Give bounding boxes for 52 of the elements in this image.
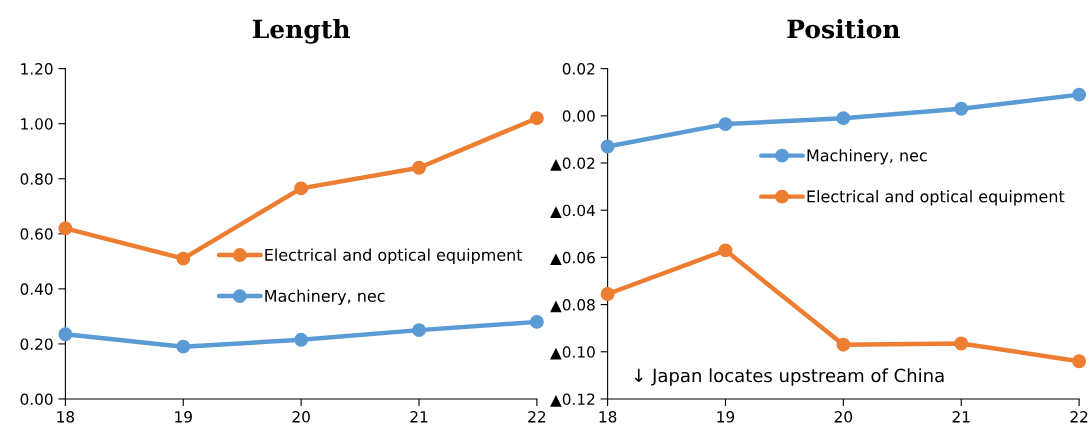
y-tick-label: 0.40 xyxy=(20,283,53,295)
x-tick-label: 21 xyxy=(410,411,428,423)
point xyxy=(294,332,309,347)
x-tick-label: 19 xyxy=(717,411,735,423)
point xyxy=(954,101,969,116)
y-tick-label: 1.20 xyxy=(21,63,53,75)
x-tick-label: 19 xyxy=(175,411,192,423)
legend-label: Electrical and optical equipment xyxy=(807,190,1065,206)
x-tick-label: 22 xyxy=(1070,411,1088,423)
x-tick-label: 22 xyxy=(528,411,546,423)
y-tick-label: 0.00 xyxy=(562,110,595,122)
legend-label: Machinery, nec xyxy=(807,149,927,165)
point xyxy=(718,243,733,258)
y-tick-label: 0.80 xyxy=(20,173,53,185)
point xyxy=(954,336,969,351)
point xyxy=(58,221,73,236)
point xyxy=(529,111,544,126)
legend-label: Electrical and optical equipment xyxy=(265,248,523,264)
point xyxy=(836,337,851,352)
y-tick-label: ▲0.04 xyxy=(550,204,595,218)
x-tick-label: 18 xyxy=(57,411,75,423)
y-tick-label: ▲0.08 xyxy=(550,299,595,313)
chart-title: Position xyxy=(787,19,900,39)
y-tick-label: ▲0.06 xyxy=(550,251,595,266)
legend-label: Machinery, nec xyxy=(265,289,385,305)
point xyxy=(836,111,851,126)
y-tick-label: 1.00 xyxy=(21,118,53,130)
x-tick-label: 20 xyxy=(292,411,310,423)
point xyxy=(600,287,615,301)
point xyxy=(1072,354,1087,369)
y-tick-label: 0.00 xyxy=(20,393,53,405)
y-tick-label: ▲0.10 xyxy=(550,346,595,360)
y-tick-label: 0.60 xyxy=(20,228,53,240)
point xyxy=(718,117,733,132)
y-tick-label: 0.20 xyxy=(20,338,53,350)
annotation: ↓ Japan locates upstream of China xyxy=(634,368,944,386)
point xyxy=(1072,87,1087,102)
point xyxy=(412,160,426,175)
y-tick-label: ▲0.02 xyxy=(550,157,595,171)
point xyxy=(600,139,615,154)
point xyxy=(176,339,191,354)
point xyxy=(58,327,73,342)
point xyxy=(294,181,309,196)
point xyxy=(412,323,426,338)
point xyxy=(176,251,191,266)
point xyxy=(529,314,544,329)
x-tick-label: 20 xyxy=(834,411,853,423)
x-tick-label: 18 xyxy=(599,411,617,423)
x-tick-label: 21 xyxy=(952,411,970,423)
chart-title: Length xyxy=(252,19,350,44)
y-tick-label: 0.02 xyxy=(562,63,595,75)
y-tick-label: ▲0.12 xyxy=(550,393,595,407)
